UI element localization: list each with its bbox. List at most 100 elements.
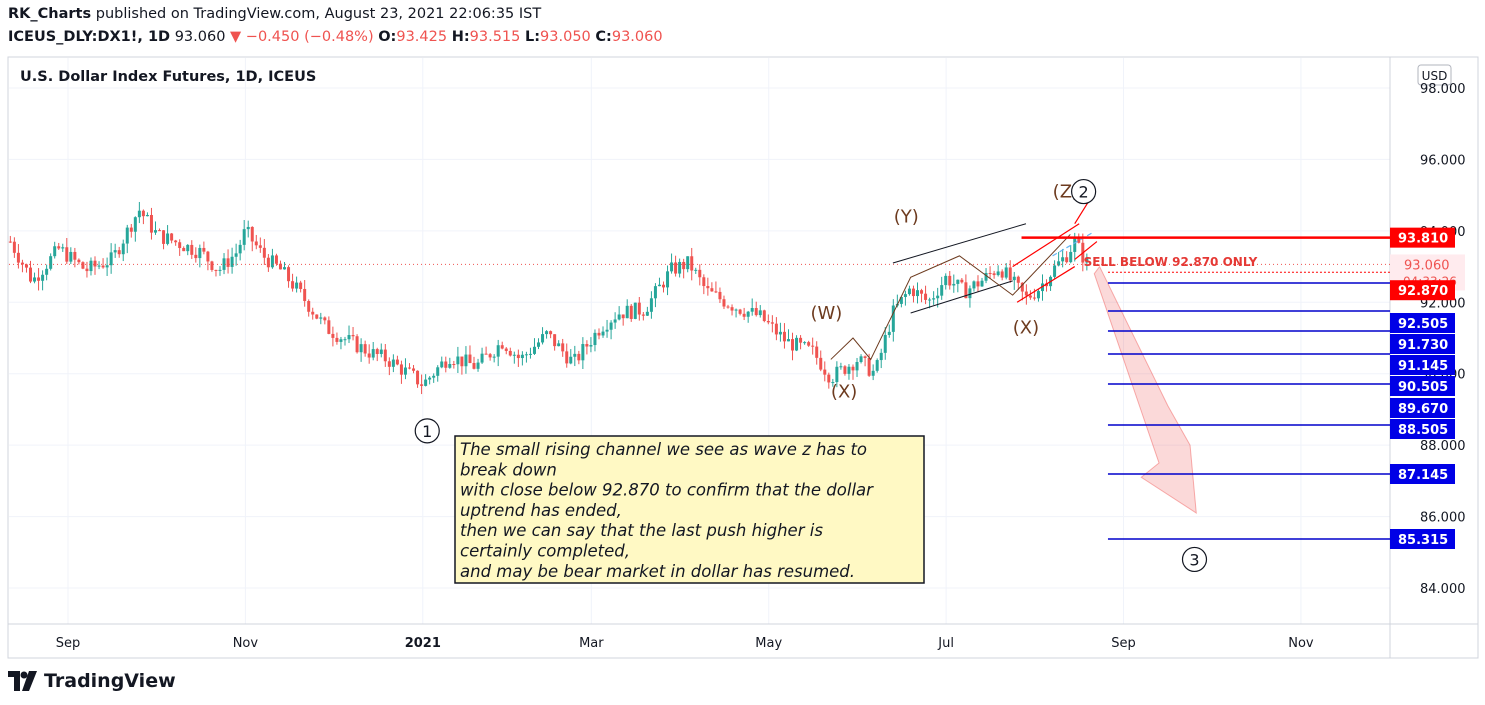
wave-path <box>830 234 1071 361</box>
currency-badge[interactable] <box>1417 64 1452 86</box>
candle <box>141 210 145 217</box>
candle <box>762 310 766 322</box>
annotation-line: uptrend has ended, <box>460 501 622 520</box>
candle <box>545 331 549 335</box>
candle <box>57 246 61 249</box>
candle <box>524 354 528 356</box>
candle <box>722 299 726 307</box>
candle <box>980 280 984 287</box>
x-tick-label: 2021 <box>405 636 441 651</box>
candle <box>303 288 307 302</box>
candle <box>210 261 214 270</box>
candle <box>702 277 706 287</box>
candle <box>379 349 383 354</box>
candle <box>932 298 936 300</box>
resistance-tag <box>1390 227 1455 248</box>
candle <box>129 227 133 232</box>
level-value: 87.145 <box>1398 468 1448 483</box>
level-value: 90.505 <box>1398 380 1448 395</box>
candle <box>714 291 718 293</box>
candle <box>307 301 311 312</box>
candle <box>162 230 166 244</box>
candle <box>887 331 891 335</box>
candle <box>746 311 750 317</box>
tradingview-logo-icon <box>8 671 37 691</box>
candle <box>412 368 416 371</box>
sell-trigger-value: 92.870 <box>1398 284 1448 299</box>
candle <box>988 272 992 274</box>
level-value: 88.505 <box>1398 423 1448 438</box>
candle <box>323 317 327 321</box>
candle <box>690 256 694 271</box>
high-label: H: <box>451 29 470 45</box>
candle <box>339 339 343 342</box>
candle <box>476 362 480 369</box>
low-value: 93.050 <box>540 29 591 45</box>
candle <box>299 282 303 289</box>
candle <box>557 343 561 347</box>
y-tick-label: 96.000 <box>1420 153 1466 168</box>
candle <box>976 281 980 287</box>
candle <box>16 252 20 263</box>
close-label: C: <box>595 29 612 45</box>
wave-labels: 1(W)(X)(Y)(X)(Z) 23 <box>414 178 1208 573</box>
candle <box>33 277 37 282</box>
candle <box>541 334 545 343</box>
candle <box>8 241 12 243</box>
candle <box>258 245 262 248</box>
candle <box>706 286 710 289</box>
currency-label: USD <box>1422 69 1448 83</box>
tradingview-logo[interactable]: TradingView <box>8 670 176 692</box>
level-tag <box>1390 376 1455 396</box>
x-tick-label: Sep <box>1111 636 1136 651</box>
annotation-line: certainly completed, <box>460 542 630 561</box>
candle <box>532 346 536 354</box>
candle <box>468 354 472 364</box>
candle <box>480 353 484 363</box>
candle <box>113 250 117 253</box>
y-tick-label: 84.000 <box>1420 582 1466 597</box>
candle <box>718 291 722 300</box>
candle <box>69 251 73 262</box>
candle <box>198 247 202 259</box>
candle <box>218 269 222 271</box>
candle <box>758 310 762 316</box>
candle <box>77 259 81 263</box>
candle <box>508 350 512 356</box>
x-tick-label: Jul <box>937 636 954 651</box>
annotation: The small rising channel we see as wave … <box>454 435 925 584</box>
candle <box>186 244 190 252</box>
candle <box>395 359 399 365</box>
level-tag <box>1390 313 1455 333</box>
candle <box>774 323 778 335</box>
level-tag <box>1390 334 1455 354</box>
candle <box>53 246 57 257</box>
candle <box>641 314 645 316</box>
candle <box>867 358 871 376</box>
candle <box>528 353 532 355</box>
candle <box>214 269 218 271</box>
candle <box>670 262 674 272</box>
candle <box>133 217 137 232</box>
candle <box>254 241 258 246</box>
candle <box>1024 291 1028 296</box>
candle <box>488 354 492 358</box>
candle <box>399 364 403 375</box>
candle <box>879 352 883 361</box>
x-tick-label: Sep <box>56 636 81 651</box>
channel-line <box>910 280 1013 314</box>
candle <box>190 244 194 255</box>
wave-label: 2 <box>1079 183 1089 202</box>
candle <box>387 361 391 367</box>
candle <box>464 354 468 367</box>
candle <box>61 247 65 249</box>
candle <box>972 281 976 289</box>
candle <box>661 284 665 288</box>
candle <box>609 322 613 330</box>
candle <box>49 256 53 269</box>
candle <box>730 307 734 311</box>
candle <box>964 282 968 299</box>
candle <box>484 353 488 355</box>
candle <box>444 361 448 368</box>
